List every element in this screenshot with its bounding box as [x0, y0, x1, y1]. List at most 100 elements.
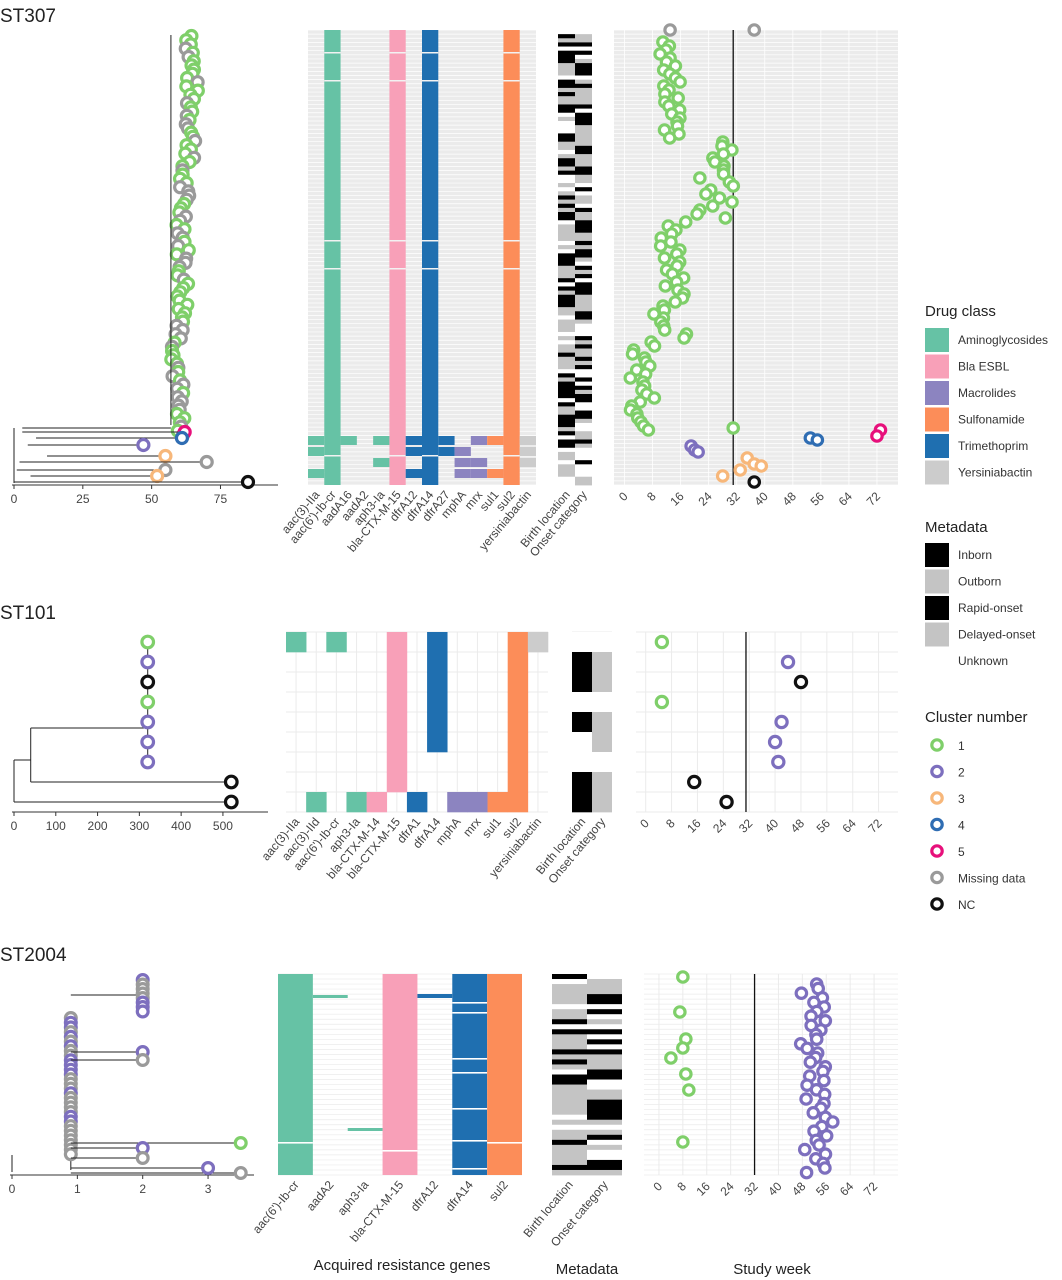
gene-cell-bla-CTX-M-15 [386, 712, 408, 733]
meta-cell-st307 [575, 398, 592, 403]
legend-cluster-marker [930, 844, 944, 858]
week-point-st101 [767, 734, 783, 750]
meta-cell-st307 [558, 290, 575, 296]
legend-swatch-meta [925, 649, 949, 673]
gene-cell-sul2 [503, 30, 520, 485]
week-tick-label-st307: 32 [723, 489, 743, 509]
meta-cell-st307 [575, 30, 592, 35]
tree-tip-st307 [199, 454, 214, 470]
tree-tick-label-st101: 500 [213, 819, 233, 833]
meta-cell-st2004 [552, 1164, 587, 1171]
legend: Drug class Metadata Cluster number Amino… [925, 303, 1048, 912]
meta-cell-st307 [575, 87, 592, 93]
meta-cell-st101 [572, 632, 592, 653]
meta-cell-st307 [575, 71, 592, 76]
meta-cell-st307 [558, 464, 575, 469]
meta-cell-st307 [575, 75, 592, 81]
week-tick-label-st2004: 48 [789, 1179, 809, 1199]
meta-cell-st307 [558, 439, 575, 445]
meta-cell-st307 [558, 46, 575, 52]
meta-cell-st307 [558, 414, 575, 420]
gene-cell-dfrA12 [405, 469, 422, 478]
gene-cell-aph3-Ia [347, 1128, 383, 1131]
week-point-st2004 [803, 1055, 818, 1069]
meta-cell-st307 [575, 34, 592, 39]
meta-cell-st307 [558, 178, 575, 184]
meta-cell-st307 [558, 261, 575, 267]
meta-cell-st307 [558, 240, 575, 246]
gene-gap [324, 268, 341, 270]
gene-cell-aac(3)-IIa [308, 436, 325, 445]
meta-cell-st307 [575, 125, 592, 130]
meta-cell-st2004 [587, 1079, 622, 1085]
meta-cell-st307 [575, 166, 592, 172]
gene-gap [452, 1140, 488, 1142]
week-point-st101 [654, 634, 670, 650]
meta-cell-st307 [575, 377, 592, 382]
tree-tick-label-st101: 300 [129, 819, 149, 833]
meta-cell-st307 [575, 427, 592, 432]
meta-cell-st307 [575, 456, 592, 461]
meta-cell-st2004 [552, 1109, 587, 1116]
meta-cell-st2004 [587, 1084, 622, 1090]
meta-cell-st101 [592, 672, 612, 693]
meta-cell-st2004 [587, 984, 622, 990]
week-point-st307 [653, 239, 668, 253]
meta-cell-st2004 [587, 1164, 622, 1171]
tree-tip-st101 [140, 754, 156, 770]
week-point-st307 [625, 347, 640, 361]
meta-cell-st307 [558, 224, 575, 229]
meta-cell-st2004 [552, 1014, 587, 1020]
meta-cell-st2004 [552, 1019, 587, 1025]
meta-cell-st307 [575, 315, 592, 320]
legend-label-metadata: Unknown [958, 654, 1008, 668]
week-point-st2004 [676, 970, 690, 984]
meta-cell-st307 [558, 311, 575, 316]
gene-gap [452, 1002, 488, 1004]
meta-cell-st307 [575, 402, 592, 407]
meta-cell-st307 [575, 112, 592, 118]
week-point-st101 [654, 694, 670, 710]
meta-cell-st307 [558, 402, 575, 407]
gene-cell-dfrA27 [438, 436, 455, 445]
gene-gap [382, 1150, 418, 1152]
meta-cell-st2004 [552, 1009, 587, 1015]
meta-cell-st307 [558, 257, 575, 263]
meta-cell-st307 [575, 319, 592, 325]
meta-cell-st307 [558, 344, 575, 349]
gene-cell-bla-CTX-M-15 [386, 732, 408, 753]
meta-cell-st307 [558, 307, 575, 312]
week-tick-label-st307: 40 [752, 489, 772, 509]
gene-gap [389, 80, 406, 82]
meta-cell-st307 [558, 451, 575, 457]
meta-cell-st307 [575, 245, 592, 250]
tree-tip-st307 [174, 430, 190, 446]
meta-cell-st307 [575, 178, 592, 184]
tree-tick-label-st307: 25 [76, 492, 90, 506]
week-point-st2004 [812, 1138, 826, 1152]
week-tick-label-st101: 48 [788, 816, 808, 836]
meta-cell-st101 [572, 712, 592, 733]
meta-cell-st101 [592, 652, 612, 673]
tree-tick-label-st307: 75 [214, 492, 228, 506]
week-tick-label-st307: 64 [836, 489, 856, 509]
week-point-st2004 [682, 1083, 696, 1097]
meta-cell-st307 [575, 394, 592, 399]
meta-cell-st307 [558, 203, 575, 209]
meta-cell-st307 [575, 385, 592, 391]
tree-tick-label-st2004: 1 [74, 1182, 81, 1196]
week-point-st307 [623, 371, 638, 385]
gene-gap [503, 80, 520, 82]
week-point-st307 [712, 191, 727, 205]
gene-cell-bla-CTX-M-15 [386, 632, 408, 653]
week-point-st307 [663, 23, 677, 37]
meta-cell-st307 [575, 96, 592, 101]
gene-cell-aph3-Ia [373, 436, 390, 445]
meta-cell-st307 [575, 261, 592, 267]
week-point-st101 [719, 794, 734, 810]
legend-swatch-yersiniabactin [925, 460, 949, 485]
gene-cell-mrx [470, 436, 488, 445]
meta-cell-st307 [575, 158, 592, 163]
week-point-st307 [678, 215, 693, 229]
gene-cell-dfrA14 [427, 692, 448, 713]
